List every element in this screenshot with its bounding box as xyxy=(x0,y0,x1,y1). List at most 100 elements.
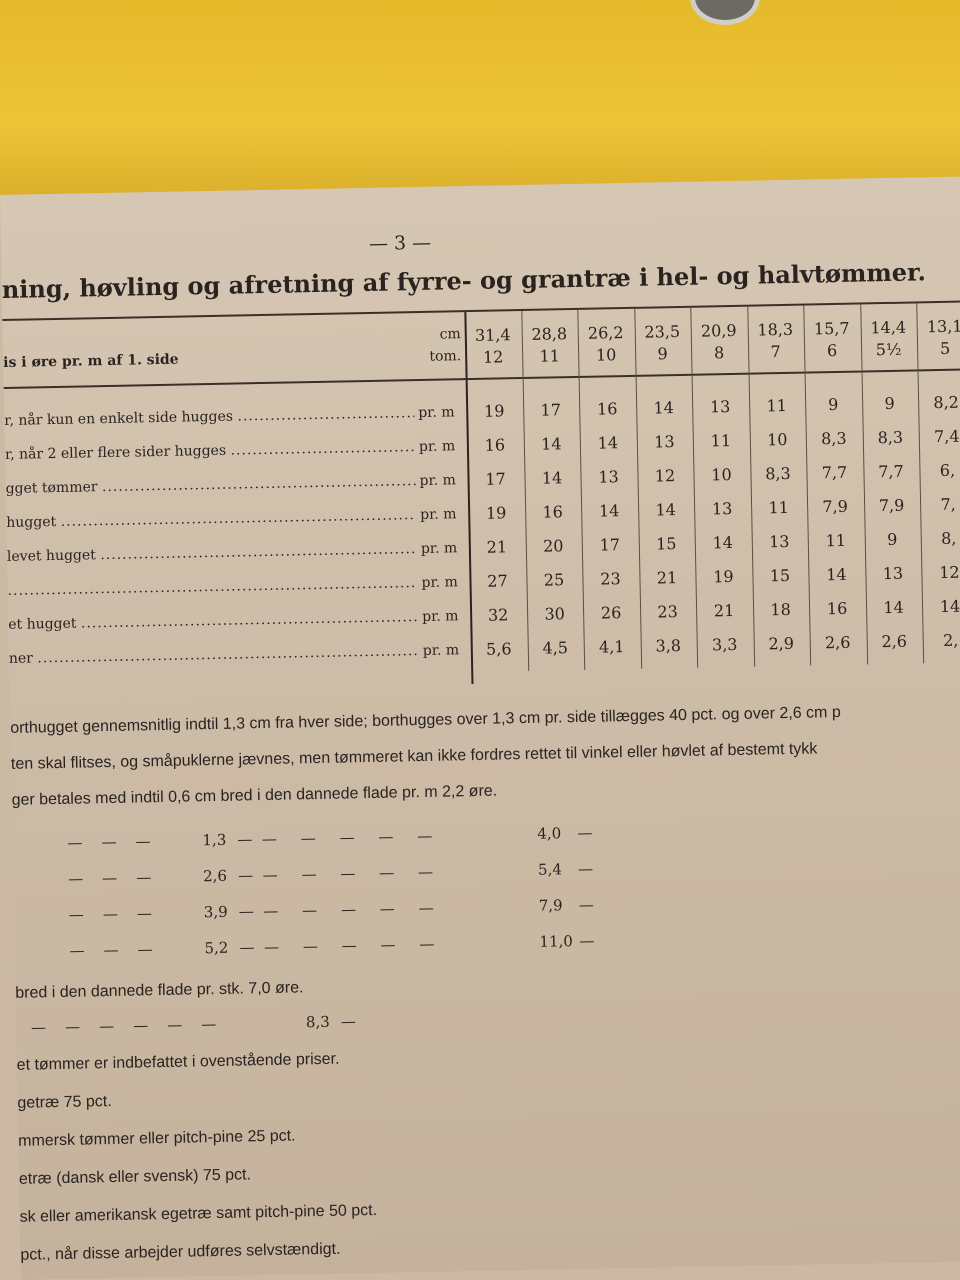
row-label: ner xyxy=(8,650,34,667)
ditto-price: 11,0 xyxy=(539,932,574,951)
row-label: levet hugget xyxy=(6,547,96,565)
table-cell: 21 xyxy=(656,568,678,588)
table-cell: 16 xyxy=(542,502,564,522)
table-cell: 7, xyxy=(940,494,956,515)
table-cell: 11 xyxy=(710,431,732,451)
column-header-tom: 8 xyxy=(713,343,725,363)
surcharge-line: et tømmer er indbefattet i ovenstående p… xyxy=(16,1050,340,1074)
table-cell: 13 xyxy=(653,432,675,452)
table-cell: 13 xyxy=(709,397,731,417)
binder-ring xyxy=(690,0,760,25)
table-divider xyxy=(464,312,474,685)
note-line: ten skal flitses, og småpuklerne jævnes,… xyxy=(10,740,818,773)
table-cell: 14 xyxy=(541,468,563,488)
table-cell: 14 xyxy=(598,501,620,521)
table-cell: 4,1 xyxy=(598,637,625,657)
table-cell: 14 xyxy=(541,434,562,454)
table-cell: 21 xyxy=(713,600,735,621)
row-unit: pr. m xyxy=(418,438,456,456)
unit-tom: tom. xyxy=(429,348,462,365)
table-top-rule xyxy=(2,300,960,321)
table-cell: 8,3 xyxy=(877,427,904,448)
row-label: r, når kun en enkelt side hugges xyxy=(4,408,234,429)
table-cell: 7,7 xyxy=(821,462,848,483)
table-cell: 16 xyxy=(826,598,848,619)
table-cell: 15 xyxy=(655,534,677,554)
table-cell: 23 xyxy=(657,602,678,622)
table-cell: 9 xyxy=(887,529,898,550)
table-cell: 7,9 xyxy=(878,495,905,516)
table-cell: 5,6 xyxy=(485,639,512,659)
table-cell: 8,3 xyxy=(765,463,791,484)
table-cell: 14 xyxy=(826,564,847,585)
table-cell: 19 xyxy=(483,401,505,421)
table-cell: 11 xyxy=(825,530,847,551)
table-cell: 2,9 xyxy=(768,633,795,654)
table-cell: 23 xyxy=(600,569,621,589)
table-cell: 13 xyxy=(768,531,790,552)
column-header-tom: 5½ xyxy=(875,339,902,360)
table-cell: 16 xyxy=(596,399,618,419)
column-header-tom: 5 xyxy=(939,338,951,358)
ditto-width: 5,2 xyxy=(204,938,229,958)
ditto-width: 2,6 xyxy=(202,866,228,886)
row-label: gget tømmer xyxy=(5,479,98,497)
column-header-tom: 12 xyxy=(482,347,504,367)
table-cell: 13 xyxy=(711,499,733,519)
table-cell: 17 xyxy=(485,469,506,489)
table-cell: 14 xyxy=(939,596,960,617)
table-cell: 10 xyxy=(766,429,788,450)
table-header-rule xyxy=(3,368,960,389)
column-header-cm: 15,7 xyxy=(813,318,850,339)
column-header-cm: 31,4 xyxy=(474,325,511,345)
ditto-price: 5,4 xyxy=(537,860,563,879)
table-header-label: is i øre pr. m af 1. side xyxy=(3,351,179,371)
surcharge-line: getræ 75 pct. xyxy=(17,1093,112,1112)
surcharge-line: sk eller amerikansk egetræ samt pitch-pi… xyxy=(19,1201,378,1226)
table-cell: 6, xyxy=(939,460,956,481)
page-number: — 3 — xyxy=(368,231,432,255)
row-unit: pr. m xyxy=(418,404,455,422)
table-cell: 9 xyxy=(827,394,839,415)
ditto-price: 7,9 xyxy=(538,896,563,915)
table-cell: 27 xyxy=(487,571,508,591)
surcharge-line: etræ (dansk eller svensk) 75 pct. xyxy=(18,1166,252,1188)
column-header-cm: 18,3 xyxy=(757,319,794,340)
row-unit: pr. m xyxy=(422,642,460,659)
ditto-width: 1,3 xyxy=(202,830,227,850)
column-header-cm: 23,5 xyxy=(644,321,681,342)
unit-cm: cm xyxy=(439,326,461,343)
table-cell: 20 xyxy=(542,536,564,556)
table-cell: 9 xyxy=(884,393,895,414)
row-unit: pr. m xyxy=(419,472,457,489)
table-cell: 8,3 xyxy=(820,428,847,449)
table-cell: 2,6 xyxy=(824,632,851,653)
column-header-tom: 11 xyxy=(539,346,561,366)
column-header-tom: 10 xyxy=(595,345,617,365)
ditto-price: 4,0 xyxy=(537,824,562,843)
table-cell: 26 xyxy=(600,603,622,623)
table-cell: 12 xyxy=(654,466,676,486)
note-line: orthugget gennemsnitlig indtil 1,3 cm fr… xyxy=(10,703,841,737)
document-page: — 3 — ning, høvling og afretning af fyrr… xyxy=(0,176,960,1280)
stk-ditto-price: 8,3 xyxy=(305,1012,330,1032)
table-cell: 3,3 xyxy=(711,634,738,655)
table-cell: 21 xyxy=(486,537,508,557)
row-label: et hugget xyxy=(8,615,77,633)
column-header-tom: 7 xyxy=(770,342,781,362)
column-header-cm: 28,8 xyxy=(531,324,568,344)
table-cell: 13 xyxy=(882,563,904,584)
table-cell: 7,9 xyxy=(822,496,849,517)
table-cell: 14 xyxy=(712,532,734,553)
table-cell: 16 xyxy=(484,435,506,455)
table-cell: 8, xyxy=(940,528,957,548)
table-cell: 30 xyxy=(544,604,565,624)
table-cell: 10 xyxy=(711,465,732,485)
table-cell: 8,2 xyxy=(933,392,960,413)
row-unit: pr. m xyxy=(422,608,459,625)
surcharge-line: mmersk tømmer eller pitch-pine 25 pct. xyxy=(18,1127,296,1150)
table-cell: 11 xyxy=(768,497,789,518)
table-cell: 11 xyxy=(766,395,788,416)
table-cell: 14 xyxy=(883,597,904,618)
table-cell: 14 xyxy=(597,433,619,453)
